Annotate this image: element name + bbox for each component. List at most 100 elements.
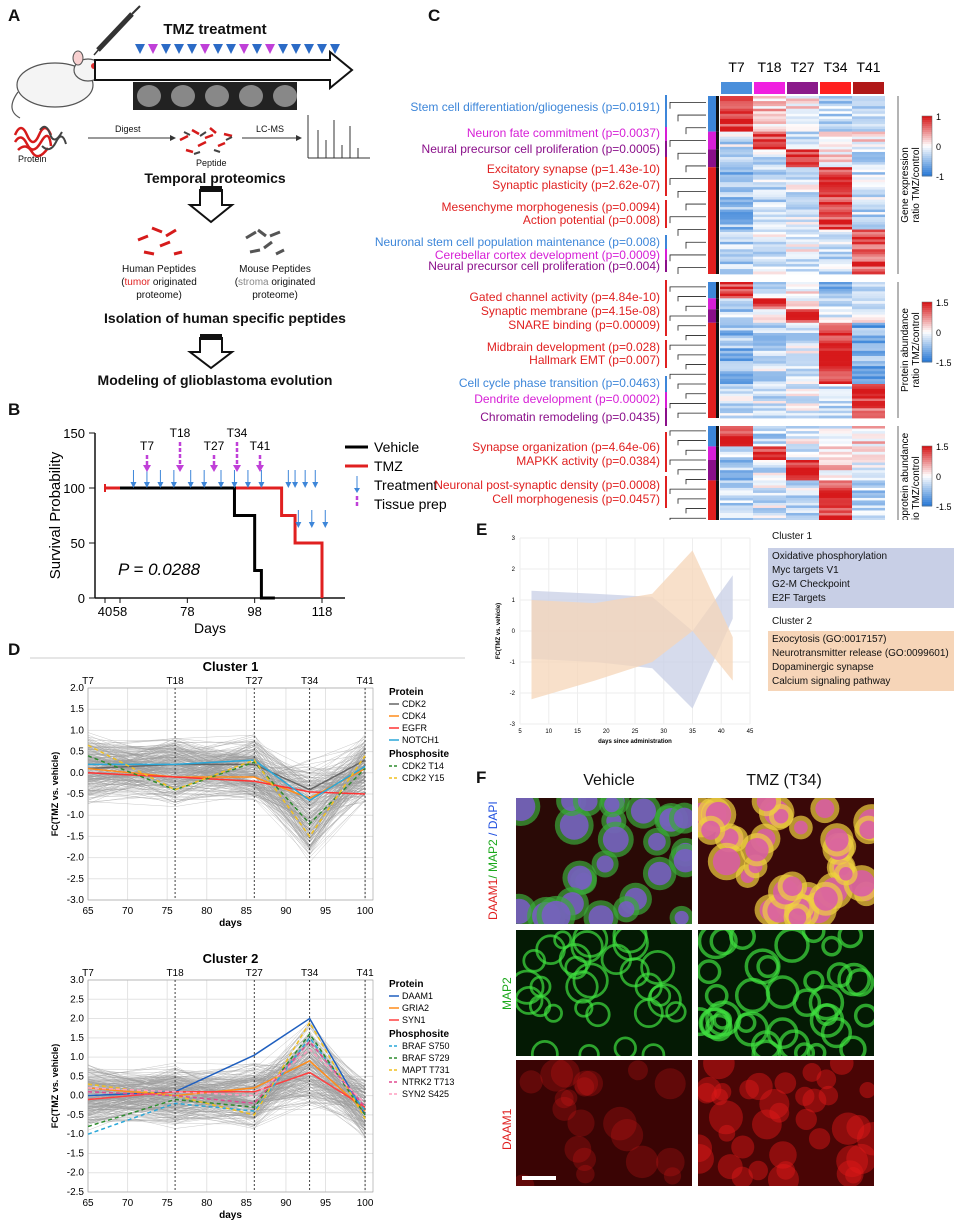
scale-bar-cell	[922, 494, 932, 497]
treatment-arrow-head	[295, 522, 302, 528]
y-tick-label: 150	[63, 426, 85, 441]
y-tick-label: 0	[78, 591, 85, 606]
heatmap-cell	[753, 325, 786, 329]
heatmap-cell	[786, 475, 819, 479]
heatmap-cell	[852, 214, 885, 218]
scale-bar-cell	[922, 142, 932, 145]
heatmap-cell	[786, 209, 819, 213]
background-trace	[87, 1094, 366, 1131]
dendrogram-branch	[677, 152, 706, 160]
y-tick-label: 1.5	[70, 1033, 84, 1044]
cluster-bracket	[665, 95, 667, 127]
heatmap-cell	[753, 333, 786, 336]
heatmap-cell	[753, 449, 786, 453]
scale-bar-cell	[922, 448, 932, 451]
treatment-triangle	[252, 44, 262, 54]
heatmap-cell	[852, 217, 885, 220]
treatment-triangle	[278, 44, 288, 54]
heatmap-cell	[852, 403, 885, 407]
dendrogram-branch	[677, 267, 706, 274]
scale-bar-cell	[922, 450, 932, 453]
heatmap-cell	[786, 348, 819, 352]
timepoint-label: T7	[140, 439, 154, 453]
heatmap-cell	[819, 172, 852, 176]
heatmap-cell	[786, 229, 819, 233]
heatmap-cell	[819, 438, 852, 442]
scale-bar-cell	[922, 150, 932, 153]
heatmap-cell	[786, 317, 819, 321]
heatmap-cell	[819, 146, 852, 150]
scale-bar-cell	[922, 154, 932, 157]
heatmap-cell	[720, 269, 753, 272]
scale-bar-cell	[922, 482, 932, 485]
heatmap-cell	[753, 482, 786, 486]
heatmap-cell	[852, 485, 885, 489]
heatmap-cell	[753, 293, 786, 297]
heatmap-cell	[720, 116, 753, 120]
heatmap-column-color	[787, 82, 818, 94]
heatmap-cell	[753, 381, 786, 385]
heatmap-cell	[753, 451, 786, 455]
heatmap-cell	[720, 413, 753, 416]
heatmap-cell	[852, 454, 885, 458]
heatmap-cell	[852, 465, 885, 469]
heatmap-cell	[720, 164, 753, 168]
scale-bar-cell	[922, 336, 932, 339]
x-tick-label: 65	[82, 1198, 94, 1209]
heatmap-cell	[819, 325, 852, 329]
background-trace	[87, 758, 366, 776]
go-term: Stem cell differentiation/gliogenesis (p…	[410, 100, 660, 114]
cluster-title: Cluster 2	[203, 951, 259, 966]
heatmap-cell	[819, 219, 852, 223]
heatmap-cell	[852, 266, 885, 270]
heatmap-cell	[786, 386, 819, 390]
heatmap-cell	[720, 184, 753, 188]
legend-label: CDK4	[402, 711, 426, 721]
heatmap-cell	[852, 121, 885, 125]
heatmap-cell	[753, 480, 786, 484]
cluster-strip	[708, 229, 716, 274]
heatmap-cell	[852, 204, 885, 208]
scale-tick: 1	[936, 112, 941, 122]
heatmap-cell	[753, 108, 786, 112]
heatmap-cell	[819, 204, 852, 208]
legend-label: NTRK2 T713	[402, 1077, 454, 1087]
heatmap-cell	[720, 376, 753, 380]
go-term: Synaptic plasticity (p=2.62e-07)	[492, 178, 660, 192]
heatmap-cell	[852, 388, 885, 392]
heatmap-cell	[753, 492, 786, 496]
y-tick-label: 3	[512, 536, 516, 542]
heatmap-cell	[852, 480, 885, 484]
series-line	[87, 1060, 366, 1112]
heatmap-cell	[786, 343, 819, 347]
heatmap-cell	[852, 449, 885, 453]
go-term: Cerebellar cortex development (p=0.0009)	[434, 248, 660, 262]
vehicle-curve	[120, 486, 275, 600]
heatmap-cell	[786, 502, 819, 506]
heatmap-cell	[852, 139, 885, 143]
syringe-icon	[93, 5, 141, 56]
dendrogram-branch	[685, 335, 706, 341]
scale-bar-cell	[922, 498, 932, 501]
heatmap-cell	[819, 286, 852, 290]
heatmap-cell	[786, 345, 819, 349]
heatmap-cell	[720, 350, 753, 354]
heatmap-cell	[819, 413, 852, 416]
heatmap-cell	[852, 113, 885, 117]
heatmap-cell	[720, 214, 753, 218]
heatmap-cell	[852, 363, 885, 367]
heatmap-cell	[852, 510, 885, 514]
scale-bar-cell	[922, 302, 932, 305]
y-tick-label: -2.5	[67, 874, 85, 885]
heatmap-cell	[753, 515, 786, 519]
x-tick-label: 5	[518, 729, 522, 735]
heatmap-cell	[720, 345, 753, 349]
heatmap-cell	[753, 282, 786, 285]
heatmap-cell	[753, 306, 786, 310]
cluster-bracket	[665, 260, 667, 272]
legend-heading: Phosphosite	[389, 1029, 449, 1040]
scale-bar-cell	[922, 504, 932, 507]
heatmap-cell	[753, 111, 786, 115]
heatmap-cell	[819, 353, 852, 357]
heatmap-cell	[753, 264, 786, 267]
